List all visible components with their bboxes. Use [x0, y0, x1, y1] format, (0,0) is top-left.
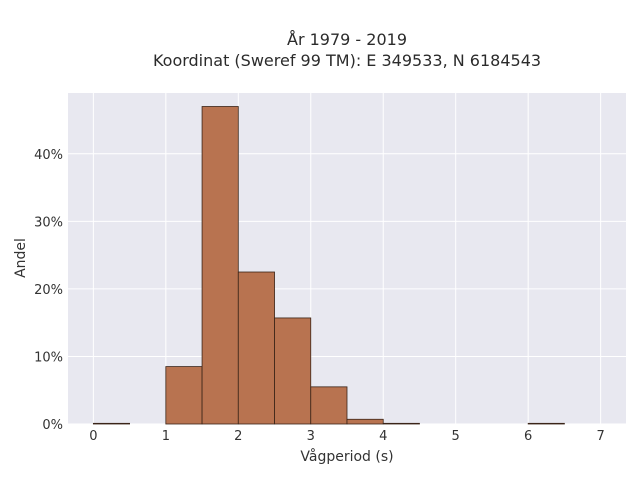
histogram-bar: [201, 106, 239, 425]
x-tick-labels: 0 1 2 3 4 5 6 7: [89, 429, 605, 444]
plot-background: [68, 93, 626, 424]
x-tick-label: 5: [452, 429, 460, 444]
histogram-bar: [382, 422, 420, 425]
histogram-bar: [92, 422, 130, 425]
x-tick-label: 7: [596, 429, 604, 444]
bars: [92, 106, 565, 425]
chart-title-line-1: År 1979 - 2019: [287, 30, 407, 49]
x-tick-label: 2: [234, 429, 242, 444]
y-tick-labels: 0% 10% 20% 30% 40%: [34, 148, 63, 433]
x-tick-label: 1: [162, 429, 170, 444]
y-tick-label: 0%: [42, 418, 63, 433]
histogram-bar: [310, 386, 348, 425]
y-tick-label: 20%: [34, 283, 63, 298]
x-tick-label: 3: [307, 429, 315, 444]
histogram-bar: [165, 366, 203, 425]
y-axis-label: Andel: [13, 238, 29, 278]
histogram-bar: [237, 271, 275, 425]
histogram-bar: [346, 418, 384, 425]
x-tick-label: 6: [524, 429, 532, 444]
x-axis-label: Vågperiod (s): [300, 448, 393, 465]
histogram-bar: [527, 422, 565, 425]
chart-title-line-2: Koordinat (Sweref 99 TM): E 349533, N 61…: [153, 51, 541, 70]
x-tick-label: 4: [379, 429, 387, 444]
histogram-bar: [274, 317, 312, 425]
y-tick-label: 30%: [34, 215, 63, 230]
x-tick-label: 0: [89, 429, 97, 444]
y-tick-label: 10%: [34, 350, 63, 365]
y-tick-label: 40%: [34, 148, 63, 163]
